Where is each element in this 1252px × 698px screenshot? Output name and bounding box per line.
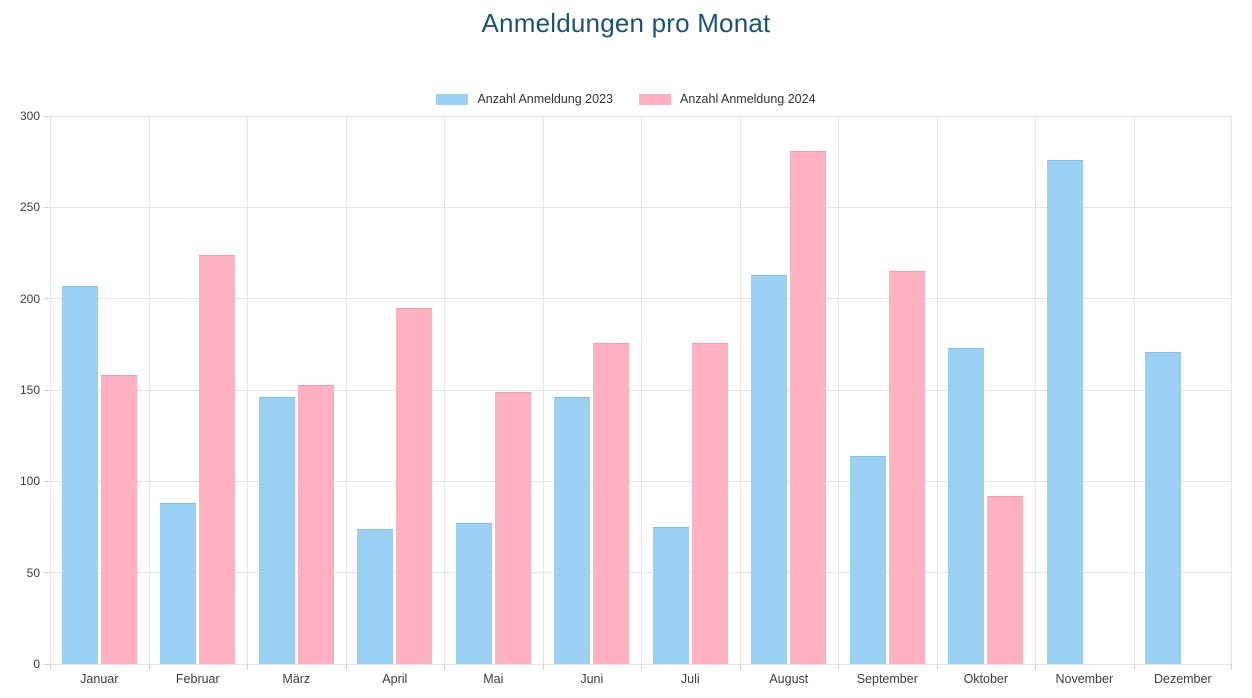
gridline-v-1 <box>149 116 150 664</box>
chart-title: Anmeldungen pro Monat <box>481 8 771 38</box>
bar-2024-september[interactable] <box>888 271 925 664</box>
y-tick-label-150: 150 <box>19 383 40 397</box>
gridline-v-10 <box>1035 116 1036 664</box>
x-axis-tick-4 <box>444 664 445 670</box>
x-axis-tick-11 <box>1134 664 1135 670</box>
bar-2024-oktober[interactable] <box>987 495 1024 664</box>
x-axis-tick-7 <box>740 664 741 670</box>
bar-2023-april[interactable] <box>357 528 394 664</box>
x-axis-tick-9 <box>937 664 938 670</box>
y-axis-tick-200 <box>44 298 50 300</box>
plot-area: 0 50 100 150 200 250 300 Januar Februar März April… <box>20 110 1232 686</box>
x-tick-label-oktober: Oktober <box>963 672 1009 686</box>
y-tick-label-250: 250 <box>19 200 40 215</box>
bar-2023-november[interactable] <box>1046 159 1083 664</box>
y-axis-tick-50 <box>44 572 50 574</box>
y-axis-tick-300 <box>44 115 50 117</box>
x-tick-label-dezember: Dezember <box>1153 672 1212 686</box>
legend-swatch-2024 <box>639 93 671 105</box>
chart-legend: Anzahl Anmeldung 2023 Anzahl Anmeldung 2… <box>0 92 1252 106</box>
legend-item-2024[interactable]: Anzahl Anmeldung 2024 <box>639 92 816 106</box>
legend-item-2023[interactable]: Anzahl Anmeldung 2023 <box>436 92 613 106</box>
bar-2023-juni[interactable] <box>554 397 591 664</box>
bar-2023-august[interactable] <box>751 274 788 664</box>
x-axis-tick-10 <box>1035 664 1036 670</box>
gridline-v-4 <box>444 116 445 664</box>
bar-2023-dezember[interactable] <box>1145 351 1182 664</box>
gridline-v-6 <box>641 116 642 664</box>
x-axis-tick-8 <box>838 664 839 670</box>
x-tick-label-april: April <box>382 672 408 686</box>
x-axis-tick-0 <box>50 664 51 670</box>
x-axis-tick-12 <box>1231 664 1232 670</box>
x-tick-label-mai: Mai <box>483 672 504 686</box>
y-axis-tick-150 <box>44 389 50 391</box>
bar-2024-juni[interactable] <box>593 342 630 664</box>
bar-2023-oktober[interactable] <box>948 348 985 664</box>
y-tick-label-50: 50 <box>26 565 40 580</box>
y-axis-tick-0 <box>44 663 50 665</box>
x-axis-tick-6 <box>641 664 642 670</box>
gridline-v-3 <box>346 116 347 664</box>
x-tick-label-september: September <box>856 672 918 686</box>
bar-2024-april[interactable] <box>396 307 433 664</box>
bar-2024-juli[interactable] <box>691 342 728 664</box>
x-tick-label-märz: März <box>282 672 311 686</box>
bar-2024-mai[interactable] <box>494 391 531 664</box>
x-tick-label-januar: Januar <box>80 672 119 686</box>
y-tick-label-200: 200 <box>19 291 40 306</box>
gridline-v-7 <box>740 116 741 664</box>
bar-2024-märz[interactable] <box>297 384 334 664</box>
bar-2024-februar[interactable] <box>199 254 236 664</box>
legend-label-2023: Anzahl Anmeldung 2023 <box>477 92 613 106</box>
gridline-v-11 <box>1134 116 1135 664</box>
bar-2023-februar[interactable] <box>160 503 197 664</box>
gridline-v-9 <box>937 116 938 664</box>
x-tick-label-februar: Februar <box>175 672 220 686</box>
x-tick-label-juli: Juli <box>680 672 700 686</box>
x-tick-label-november: November <box>1055 672 1114 686</box>
x-tick-label-august: August <box>769 672 809 686</box>
bar-2024-januar[interactable] <box>100 375 137 664</box>
x-axis-tick-2 <box>247 664 248 670</box>
y-tick-label-100: 100 <box>19 474 40 489</box>
y-axis-tick-100 <box>44 480 50 482</box>
gridline-v-12 <box>1231 116 1232 664</box>
gridline-v-0 <box>50 116 51 664</box>
y-tick-label-300: 300 <box>19 109 40 123</box>
legend-swatch-2023 <box>436 93 469 105</box>
bar-2023-januar[interactable] <box>61 285 98 664</box>
bar-2023-märz[interactable] <box>258 397 295 664</box>
gridline-v-5 <box>543 116 544 664</box>
bar-2023-juli[interactable] <box>652 527 689 664</box>
x-tick-label-juni: Juni <box>580 672 604 686</box>
x-axis-tick-1 <box>149 664 150 670</box>
bar-2024-august[interactable] <box>790 150 827 664</box>
gridline-v-8 <box>838 116 839 664</box>
bar-2023-september[interactable] <box>849 455 886 664</box>
legend-label-2024: Anzahl Anmeldung 2024 <box>680 92 816 106</box>
y-axis-tick-250 <box>44 206 50 208</box>
x-axis-tick-5 <box>543 664 544 670</box>
x-axis-tick-3 <box>346 664 347 670</box>
y-tick-label-0: 0 <box>33 657 40 671</box>
gridline-v-2 <box>247 116 248 664</box>
bar-2023-mai[interactable] <box>455 523 492 664</box>
